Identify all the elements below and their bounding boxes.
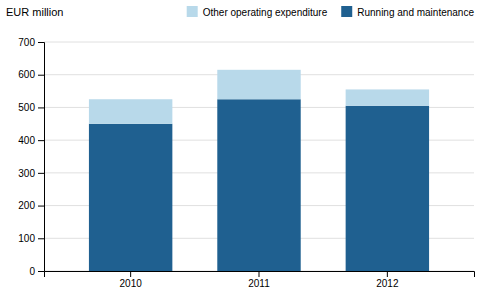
bar [217, 99, 300, 271]
y-tick-mark [38, 238, 44, 239]
x-tick: 2012 [376, 271, 399, 289]
legend-item: Other operating expenditure [187, 6, 328, 18]
y-tick: 400 [18, 135, 44, 146]
bar [89, 124, 172, 271]
x-axis-line [45, 272, 475, 278]
legend-swatch [341, 6, 352, 17]
y-tick-mark [38, 206, 44, 207]
y-tick: 500 [18, 102, 44, 113]
y-tick: 100 [18, 233, 44, 244]
y-tick-label: 500 [18, 102, 35, 113]
plot: 2010 2011 2012 0 100 200 300 400 500 600 700 [18, 37, 474, 289]
bar-series [89, 70, 429, 124]
legend-label: Other operating expenditure [203, 7, 328, 18]
y-tick-mark [38, 271, 44, 272]
y-tick-label: 0 [29, 266, 35, 277]
y-tick-mark [38, 42, 44, 43]
x-tick-label: 2012 [376, 278, 399, 289]
x-tick-mark [387, 271, 388, 277]
y-tick-mark [38, 173, 44, 174]
y-tick-label: 600 [18, 69, 35, 80]
y-tick-mark [38, 140, 44, 141]
bar [346, 89, 429, 105]
bars [89, 70, 429, 271]
bar [346, 106, 429, 271]
bar-series [89, 99, 429, 271]
y-axis-label: EUR million [6, 6, 63, 18]
y-tick: 0 [29, 266, 44, 277]
x-tick-mark [259, 271, 260, 277]
bar [217, 70, 300, 99]
y-tick: 200 [18, 200, 44, 211]
x-tick-label: 2010 [120, 278, 143, 289]
legend-swatch [187, 6, 198, 17]
y-axis: 0 100 200 300 400 500 600 700 [18, 37, 44, 277]
y-tick-label: 200 [18, 200, 35, 211]
grid [44, 42, 474, 271]
y-tick-label: 700 [18, 37, 35, 48]
x-tick: 2011 [248, 271, 270, 289]
y-tick-mark [38, 107, 44, 108]
y-tick: 300 [18, 168, 44, 179]
x-tick-mark [130, 271, 131, 277]
grid-line [44, 42, 474, 43]
legend-item: Running and maintenance [341, 6, 474, 18]
y-tick-label: 400 [18, 135, 35, 146]
y-tick-mark [38, 75, 44, 76]
y-tick-label: 300 [18, 168, 35, 179]
legend-label: Running and maintenance [357, 7, 474, 18]
bar [89, 99, 172, 124]
y-tick-label: 100 [18, 233, 35, 244]
chart: 2010 2011 2012 0 100 200 300 400 500 600 700 EUR mi… [0, 0, 488, 297]
x-tick-label: 2011 [248, 278, 270, 289]
x-axis: 2010 2011 2012 [45, 271, 475, 289]
y-tick: 600 [18, 69, 44, 80]
x-tick: 2010 [120, 271, 143, 289]
y-tick: 700 [18, 37, 44, 48]
legend: Other operating expenditure Running and m… [187, 6, 475, 18]
y-axis-line [38, 43, 45, 272]
